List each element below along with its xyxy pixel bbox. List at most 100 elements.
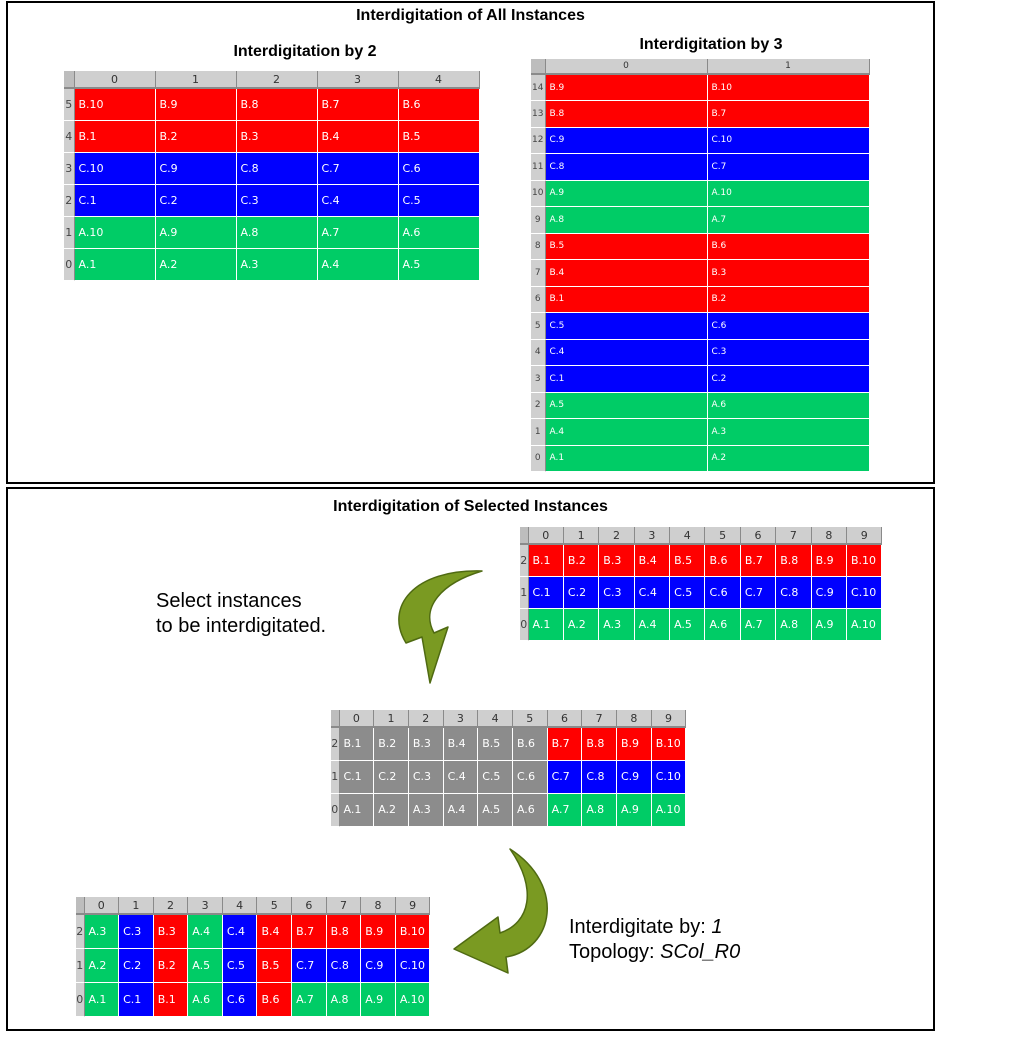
grid-cell[interactable]: B.10 — [395, 914, 431, 949]
column-header[interactable]: 1 — [563, 527, 600, 545]
grid-cell[interactable]: A.4 — [317, 248, 399, 281]
grid-cell[interactable]: C.1 — [118, 982, 154, 1017]
grid-cell[interactable]: A.10 — [651, 793, 687, 827]
grid-cell[interactable]: B.8 — [775, 544, 812, 577]
grid-cell[interactable]: C.3 — [236, 184, 318, 217]
column-header[interactable]: 5 — [256, 897, 293, 915]
column-header[interactable]: 4 — [222, 897, 258, 915]
row-header[interactable]: 7 — [531, 259, 546, 287]
grid-cell[interactable]: A.10 — [846, 608, 883, 641]
grid-cell[interactable]: A.2 — [373, 793, 409, 827]
grid-cell[interactable]: A.7 — [317, 216, 399, 249]
grid-cell[interactable]: C.10 — [74, 152, 156, 185]
grid-cell[interactable]: C.4 — [222, 914, 258, 949]
grid-cell[interactable]: A.3 — [598, 608, 635, 641]
grid-cell[interactable]: C.9 — [155, 152, 237, 185]
grid-cell[interactable]: A.6 — [398, 216, 480, 249]
row-header[interactable]: 5 — [64, 88, 75, 121]
row-header[interactable]: 0 — [520, 608, 529, 641]
grid-cell[interactable]: A.5 — [477, 793, 513, 827]
column-header[interactable]: 2 — [153, 897, 189, 915]
column-header[interactable]: 6 — [740, 527, 777, 545]
column-header[interactable]: 0 — [74, 71, 156, 89]
column-header[interactable]: 2 — [598, 527, 635, 545]
grid-cell[interactable]: A.6 — [512, 793, 548, 827]
grid-cell[interactable]: A.2 — [155, 248, 237, 281]
grid-cell[interactable]: A.5 — [187, 948, 223, 983]
column-header[interactable]: 0 — [545, 59, 708, 75]
grid-cell[interactable]: C.5 — [545, 312, 708, 340]
grid-cell[interactable]: B.8 — [236, 88, 318, 121]
row-header[interactable]: 10 — [531, 180, 546, 207]
grid-cell[interactable]: A.5 — [398, 248, 480, 281]
grid-cell[interactable]: B.8 — [581, 727, 617, 761]
column-header[interactable]: 8 — [811, 527, 848, 545]
grid-cell[interactable]: A.6 — [187, 982, 223, 1017]
grid-cell[interactable]: B.9 — [811, 544, 848, 577]
row-header[interactable]: 1 — [64, 216, 75, 249]
grid-cell[interactable]: C.4 — [443, 760, 479, 794]
grid-cell[interactable]: C.10 — [707, 127, 870, 154]
grid-cell[interactable]: A.3 — [84, 914, 120, 949]
column-header[interactable]: 7 — [775, 527, 812, 545]
grid-cell[interactable]: B.1 — [545, 286, 708, 313]
column-header[interactable]: 4 — [669, 527, 706, 545]
grid-cell[interactable]: B.1 — [74, 120, 156, 153]
grid-cell[interactable]: C.8 — [326, 948, 362, 983]
grid-cell[interactable]: A.9 — [811, 608, 848, 641]
grid-cell[interactable]: B.2 — [155, 120, 237, 153]
row-header[interactable]: 11 — [531, 153, 546, 181]
row-header[interactable]: 2 — [331, 727, 340, 761]
grid-cell[interactable]: B.6 — [707, 233, 870, 260]
grid-cell[interactable]: C.1 — [528, 576, 564, 609]
row-header[interactable]: 14 — [531, 74, 546, 101]
grid-cell[interactable]: B.4 — [443, 727, 479, 761]
grid-cell[interactable]: B.5 — [545, 233, 708, 260]
row-header[interactable]: 0 — [331, 793, 340, 827]
grid-cell[interactable]: B.1 — [528, 544, 564, 577]
grid-cell[interactable]: B.4 — [317, 120, 399, 153]
column-header[interactable]: 1 — [155, 71, 237, 89]
grid-cell[interactable]: C.10 — [846, 576, 883, 609]
column-header[interactable]: 9 — [651, 710, 687, 728]
grid-cell[interactable]: B.7 — [707, 100, 870, 128]
grid-cell[interactable]: C.6 — [512, 760, 548, 794]
grid-cell[interactable]: A.8 — [581, 793, 617, 827]
grid-cell[interactable]: C.2 — [707, 365, 870, 393]
grid-cell[interactable]: A.4 — [187, 914, 223, 949]
grid-cell[interactable]: B.8 — [545, 100, 708, 128]
column-header[interactable]: 9 — [846, 527, 883, 545]
row-header[interactable]: 5 — [531, 312, 546, 340]
grid-cell[interactable]: B.6 — [398, 88, 480, 121]
column-header[interactable]: 5 — [512, 710, 548, 728]
grid-cell[interactable]: C.10 — [395, 948, 431, 983]
grid-cell[interactable]: C.4 — [317, 184, 399, 217]
grid-cell[interactable]: C.6 — [398, 152, 480, 185]
grid-cell[interactable]: B.1 — [339, 727, 375, 761]
grid-cell[interactable]: A.9 — [545, 180, 708, 207]
grid-cell[interactable]: A.7 — [707, 206, 870, 234]
grid-cell[interactable]: C.2 — [118, 948, 154, 983]
row-header[interactable]: 1 — [76, 948, 85, 983]
column-header[interactable]: 1 — [118, 897, 154, 915]
grid-cell[interactable]: C.4 — [634, 576, 671, 609]
column-header[interactable]: 9 — [395, 897, 431, 915]
grid-cell[interactable]: C.9 — [545, 127, 708, 154]
row-header[interactable]: 13 — [531, 100, 546, 128]
grid-cell[interactable]: A.6 — [704, 608, 741, 641]
grid-cell[interactable]: C.5 — [398, 184, 480, 217]
grid-cell[interactable]: C.8 — [581, 760, 617, 794]
grid-cell[interactable]: C.2 — [373, 760, 409, 794]
column-header[interactable]: 7 — [326, 897, 362, 915]
grid-cell[interactable]: A.8 — [545, 206, 708, 234]
grid-cell[interactable]: B.5 — [477, 727, 513, 761]
grid-cell[interactable]: C.5 — [477, 760, 513, 794]
grid-cell[interactable]: B.9 — [155, 88, 237, 121]
grid-cell[interactable]: A.1 — [339, 793, 375, 827]
grid-cell[interactable]: A.1 — [84, 982, 120, 1017]
grid-cell[interactable]: B.6 — [256, 982, 293, 1017]
grid-cell[interactable]: A.9 — [155, 216, 237, 249]
grid-cell[interactable]: A.4 — [443, 793, 479, 827]
grid-cell[interactable]: C.3 — [707, 339, 870, 366]
column-header[interactable]: 3 — [443, 710, 479, 728]
